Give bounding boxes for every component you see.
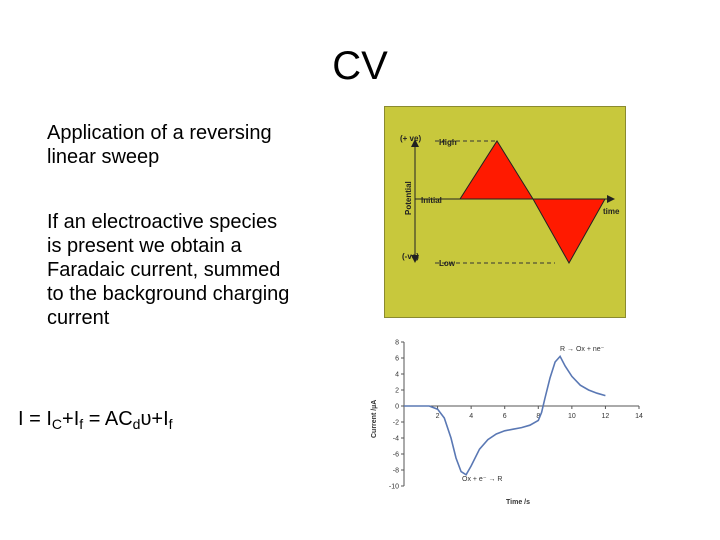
potential-label: Potential [404,181,413,215]
paragraph-reversing-sweep: Application of a reversing linear sweep [47,122,272,168]
y-tick-label: 8 [395,340,399,347]
reduction-annotation: Ox + e⁻ → R [462,476,502,483]
y-tick-label: 0 [395,404,399,411]
x-tick-label: 8 [536,413,540,420]
y-tick-label: -4 [393,436,399,443]
x-tick-label: 14 [635,413,643,420]
time-label: time [603,207,620,216]
positive-sweep-triangle [459,140,534,200]
initial-label: Initial [421,196,442,205]
potential-axis-up-arrow [411,139,419,147]
x-tick-label: 12 [602,413,610,420]
potential-waveform-diagram: (+ ve) (-ve) Potential High Initial Low … [384,106,626,318]
y-tick-label: -8 [393,468,399,475]
y-axis-label: Current /µA [371,400,378,438]
negative-sweep-triangle [532,198,606,265]
y-tick-label: -2 [393,420,399,427]
potential-axis-down-arrow [411,255,419,263]
time-axis-arrow [607,195,615,203]
y-tick-label: -6 [393,452,399,459]
low-label: Low [439,259,456,268]
x-tick-label: 10 [568,413,576,420]
cv-current-curve [404,355,606,476]
y-tick-label: 6 [395,356,399,363]
y-tick-label: 2 [395,388,399,395]
x-tick-label: 4 [469,413,473,420]
current-formula: I = IC+If = ACdυ+If [18,408,173,432]
cv-plot: 8 6 4 2 0 -2 -4 -6 -8 -10 2 4 6 8 10 12 14 R → Ox + ne⁻ … [364,334,654,514]
y-tick-label: 4 [395,372,399,379]
plus-ve-label: (+ ve) [400,134,421,143]
oxidation-annotation: R → Ox + ne⁻ [560,346,605,353]
slide-title: CV [332,44,388,88]
high-label: High [439,138,457,147]
x-axis-label: Time /s [506,499,530,506]
minus-ve-label: (-ve) [402,252,419,261]
x-tick-label: 2 [436,413,440,420]
potential-waveform-svg: (+ ve) (-ve) Potential High Initial Low … [400,134,620,268]
y-tick-label: -10 [389,484,399,491]
x-tick-label: 6 [503,413,507,420]
paragraph-faradaic-current: If an electroactive species is present w… [47,211,290,329]
